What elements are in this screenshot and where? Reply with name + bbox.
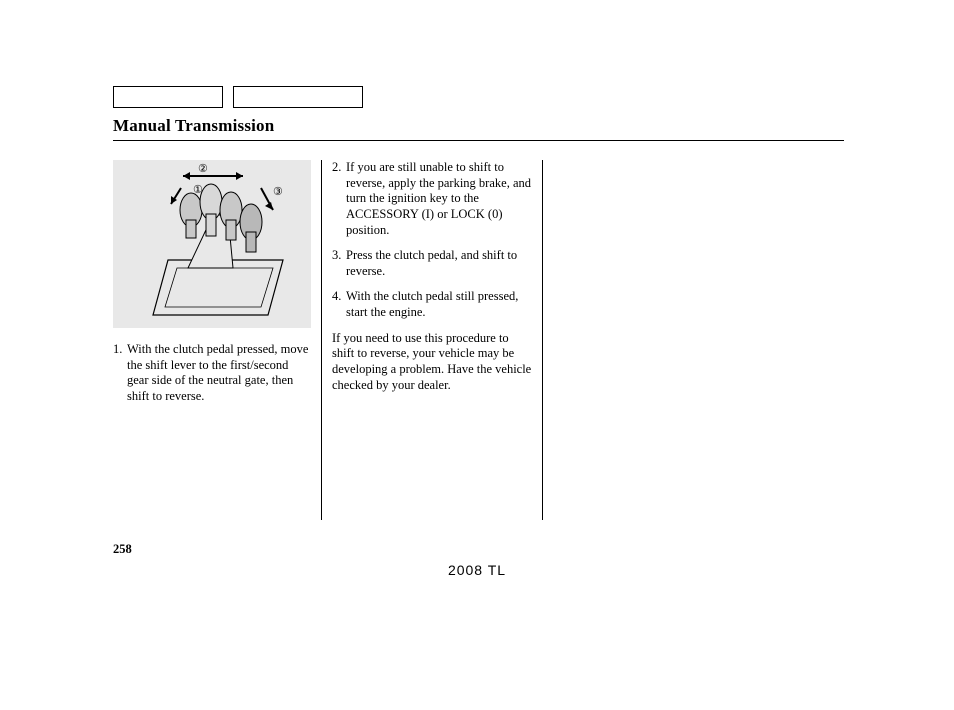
page: Manual Transmission <box>0 0 954 710</box>
step-3-number: 3. <box>332 248 346 279</box>
closing-paragraph: If you need to use this procedure to shi… <box>332 331 532 394</box>
step-4: 4. With the clutch pedal still pressed, … <box>332 289 532 320</box>
figure-label-1: ① <box>193 184 203 198</box>
figure-label-2: ② <box>198 163 208 177</box>
shift-lever-figure: ① ② ③ <box>113 160 311 328</box>
column-left: ① ② ③ 1. With the clutch pedal pressed, … <box>113 160 321 520</box>
column-divider-2 <box>542 160 543 520</box>
step-4-text: With the clutch pedal still pressed, sta… <box>346 289 532 320</box>
blank-box-1 <box>113 86 223 108</box>
step-1-number: 1. <box>113 342 127 405</box>
step-2-text: If you are still unable to shift to reve… <box>346 160 532 238</box>
top-boxes <box>113 86 363 108</box>
content-columns: ① ② ③ 1. With the clutch pedal pressed, … <box>113 160 543 520</box>
step-2-number: 2. <box>332 160 346 238</box>
section-title: Manual Transmission <box>113 116 844 141</box>
step-1: 1. With the clutch pedal pressed, move t… <box>113 342 311 405</box>
step-3: 3. Press the clutch pedal, and shift to … <box>332 248 532 279</box>
figure-label-3: ③ <box>273 186 283 200</box>
column-divider-1 <box>321 160 322 520</box>
column-middle: 2. If you are still unable to shift to r… <box>332 160 542 520</box>
step-4-number: 4. <box>332 289 346 320</box>
page-number: 258 <box>113 542 132 557</box>
step-1-text: With the clutch pedal pressed, move the … <box>127 342 311 405</box>
step-3-text: Press the clutch pedal, and shift to rev… <box>346 248 532 279</box>
footer-model: 2008 TL <box>0 562 954 578</box>
step-2: 2. If you are still unable to shift to r… <box>332 160 532 238</box>
blank-box-2 <box>233 86 363 108</box>
